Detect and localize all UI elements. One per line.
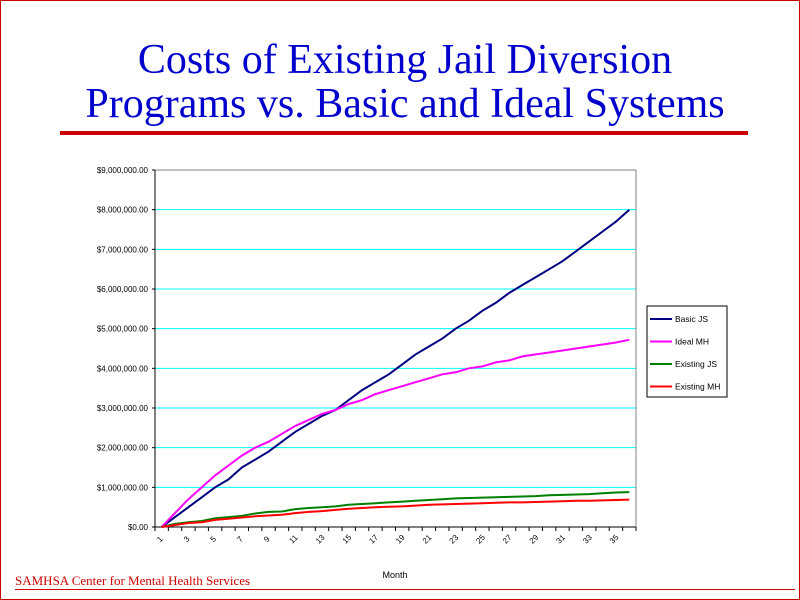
legend-label: Basic JS [675, 314, 708, 324]
x-tick-label: 9 [262, 534, 272, 544]
x-tick-label: 11 [287, 533, 300, 546]
y-tick-label: $3,000,000.00 [97, 404, 149, 413]
y-tick-label: $9,000,000.00 [97, 166, 149, 175]
title-underline [60, 131, 748, 135]
y-tick-label: $5,000,000.00 [97, 325, 149, 334]
series-line-existing-js [161, 491, 630, 528]
x-tick-label: 17 [367, 533, 380, 546]
x-tick-label: 25 [474, 533, 487, 546]
legend-label: Existing JS [675, 359, 717, 369]
y-tick-label: $4,000,000.00 [97, 364, 149, 373]
x-tick-label: 23 [448, 533, 461, 546]
legend-label: Ideal MH [675, 337, 709, 347]
x-tick-label: 3 [182, 534, 192, 544]
series-line-basic-js [161, 208, 630, 528]
legend-label: Existing MH [675, 382, 720, 392]
x-tick-label: 33 [581, 533, 594, 546]
x-tick-label: 21 [421, 533, 434, 546]
x-tick-label: 13 [314, 533, 327, 546]
x-tick-label: 35 [608, 533, 621, 546]
slide-title-line1: Costs of Existing Jail Diversion [137, 37, 673, 83]
x-tick-label: 1 [155, 534, 165, 544]
x-tick-label: 29 [528, 533, 541, 546]
x-tick-label: 5 [209, 534, 219, 544]
x-tick-label: 27 [501, 533, 514, 546]
y-tick-label: $7,000,000.00 [97, 245, 149, 254]
legend: Basic JS Ideal MH Existing JS Existing MH [646, 305, 728, 398]
slide-title-line2: Programs vs. Basic and Ideal Systems [85, 81, 725, 127]
x-tick-label: 7 [235, 534, 245, 544]
x-axis-label: Month [382, 570, 407, 580]
y-tick-label: $0.00 [128, 523, 149, 532]
x-tick-label: 15 [341, 533, 354, 546]
series-line-ideal-mh [160, 338, 630, 528]
footer-credit: SAMHSA Center for Mental Health Services [15, 573, 795, 590]
legend-box [646, 305, 728, 398]
x-tick-label: 31 [554, 533, 567, 546]
y-tick-label: $8,000,000.00 [97, 206, 149, 215]
x-tick-label: 19 [394, 533, 407, 546]
y-tick-label: $2,000,000.00 [97, 444, 149, 453]
y-tick-label: $1,000,000.00 [97, 483, 149, 492]
y-tick-label: $6,000,000.00 [97, 285, 149, 294]
series-line-existing-mh [161, 498, 630, 528]
